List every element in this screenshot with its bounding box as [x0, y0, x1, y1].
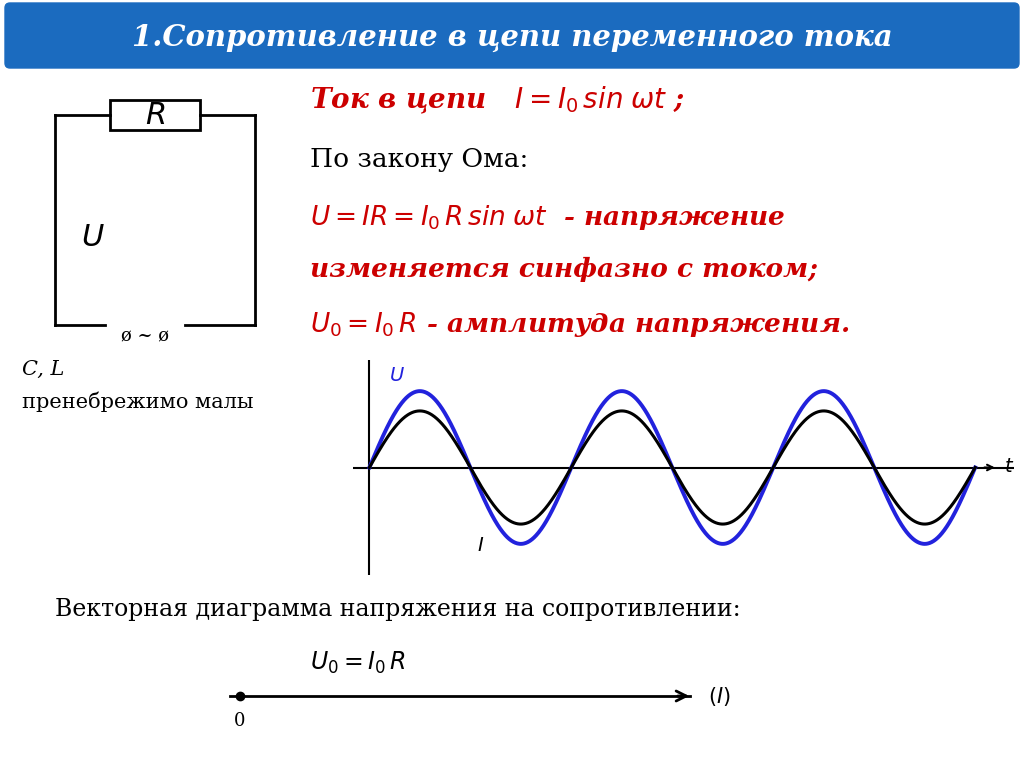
Text: $U$: $U$ — [389, 367, 404, 386]
Text: $\mathbf{\mathit{U = IR = I_0\,R\,sin\;\omega t}}$  - напряжение: $\mathbf{\mathit{U = IR = I_0\,R\,sin\;\… — [310, 203, 785, 232]
FancyBboxPatch shape — [5, 3, 1019, 68]
Text: пренебрежимо малы: пренебрежимо малы — [22, 392, 254, 413]
Text: $U$: $U$ — [81, 222, 104, 252]
Text: $U_0 = I_0\,R$: $U_0 = I_0\,R$ — [310, 650, 406, 676]
Text: изменяется синфазно с током;: изменяется синфазно с током; — [310, 257, 818, 282]
Text: $(I)$: $(I)$ — [708, 684, 731, 707]
Text: C, L: C, L — [22, 360, 65, 379]
Text: $R$: $R$ — [144, 100, 165, 130]
Bar — [110, 100, 200, 130]
Text: ø ~ ø: ø ~ ø — [121, 327, 169, 345]
Text: По закону Ома:: По закону Ома: — [310, 147, 528, 172]
Text: 0: 0 — [234, 712, 246, 730]
Text: 1.Сопротивление в цепи переменного тока: 1.Сопротивление в цепи переменного тока — [132, 24, 892, 52]
Text: $I$: $I$ — [477, 537, 484, 555]
Text: $\mathbf{\mathit{U_0 = I_0\,R}}$ - амплитуда напряжения.: $\mathbf{\mathit{U_0 = I_0\,R}}$ - ампли… — [310, 310, 849, 339]
Text: $t$: $t$ — [1005, 459, 1015, 476]
Text: Векторная диаграмма напряжения на сопротивлении:: Векторная диаграмма напряжения на сопрот… — [55, 598, 740, 621]
Text: Ток в цепи   $\mathbf{\mathit{I = I_0\,sin\;\omega t}}$ ;: Ток в цепи $\mathbf{\mathit{I = I_0\,sin… — [310, 85, 685, 117]
